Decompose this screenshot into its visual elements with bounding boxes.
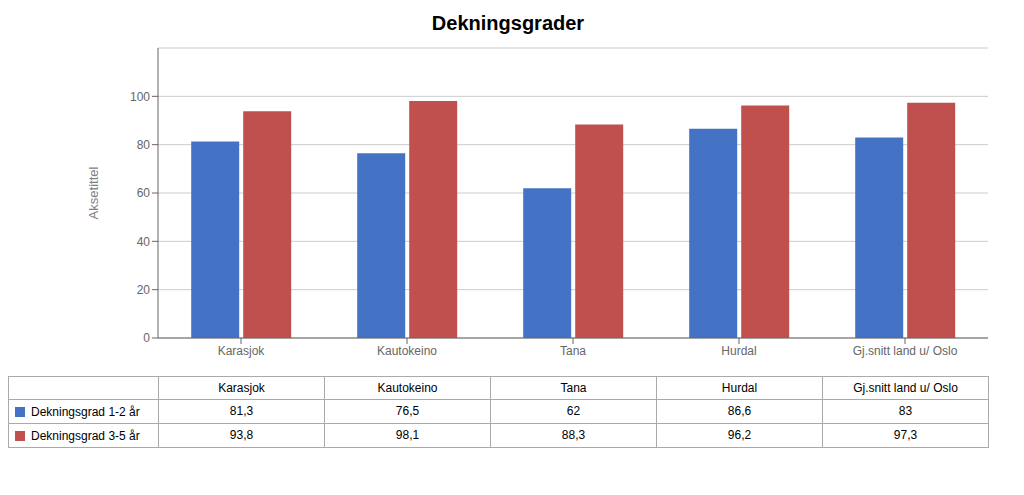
svg-text:60: 60 — [137, 186, 151, 200]
svg-text:20: 20 — [137, 283, 151, 297]
svg-text:Tana: Tana — [560, 344, 586, 358]
svg-text:40: 40 — [137, 235, 151, 249]
svg-text:Gj.snitt land u/ Oslo: Gj.snitt land u/ Oslo — [853, 344, 958, 358]
svg-text:0: 0 — [143, 331, 150, 345]
html-text:Kautokeino: Kautokeino — [377, 381, 438, 395]
html-text:62: 62 — [566, 404, 581, 419]
html-text:83: 83 — [898, 404, 913, 419]
html-text:96,2: 96,2 — [727, 428, 752, 443]
html-text:98,1: 98,1 — [395, 428, 420, 443]
svg-text:Karasjok: Karasjok — [218, 344, 266, 358]
html-text:Karasjok: Karasjok — [218, 381, 265, 395]
html-text:93,8: 93,8 — [229, 428, 254, 443]
html-text:81,3: 81,3 — [229, 404, 254, 419]
html-text:88,3: 88,3 — [561, 428, 586, 443]
html-text:97,3: 97,3 — [893, 428, 918, 443]
svg-text:Kautokeino: Kautokeino — [377, 344, 437, 358]
html-text:Tana: Tana — [560, 381, 587, 395]
html-text:Gj.snitt land u/ Oslo: Gj.snitt land u/ Oslo — [853, 381, 958, 395]
html-text:86,6: 86,6 — [727, 404, 752, 419]
svg-text:100: 100 — [130, 90, 150, 104]
html-text:Dekningsgrader: Dekningsgrader — [431, 12, 585, 34]
html-text:Hurdal: Hurdal — [721, 381, 758, 395]
svg-text:Aksetittel: Aksetittel — [86, 167, 101, 220]
html-text:Dekningsgrad 1-2 år: Dekningsgrad 1-2 år — [31, 404, 140, 419]
svg-text:80: 80 — [137, 138, 151, 152]
html-text:76,5: 76,5 — [395, 404, 420, 419]
svg-text:Hurdal: Hurdal — [721, 344, 756, 358]
html-text:Dekningsgrad 3-5 år: Dekningsgrad 3-5 år — [31, 428, 140, 443]
